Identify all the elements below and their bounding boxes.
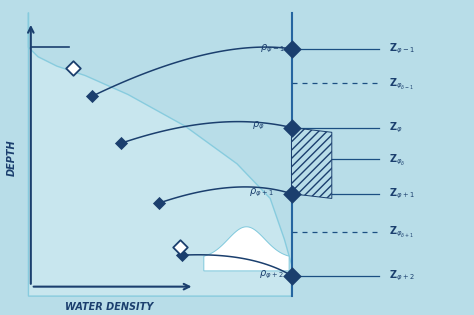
Point: [89, 94, 96, 99]
Text: $\mathbf{Z}_{\varphi+1}$: $\mathbf{Z}_{\varphi+1}$: [389, 186, 414, 201]
Text: $\rho_{\varphi+1}$: $\rho_{\varphi+1}$: [249, 186, 274, 199]
Polygon shape: [292, 128, 332, 198]
Text: $\mathbf{Z}_{\varphi_{\delta-1}}$: $\mathbf{Z}_{\varphi_{\delta-1}}$: [389, 76, 414, 91]
Text: $\rho_{\varphi+2}$: $\rho_{\varphi+2}$: [259, 268, 283, 281]
Text: $\mathbf{Z}_{\varphi_{\delta}}$: $\mathbf{Z}_{\varphi_{\delta}}$: [389, 152, 405, 167]
Text: $\rho_{\varphi}$: $\rho_{\varphi}$: [252, 120, 264, 132]
Text: $\mathbf{Z}_{\varphi-1}$: $\mathbf{Z}_{\varphi-1}$: [389, 42, 414, 56]
Point: [288, 191, 295, 196]
Point: [70, 65, 77, 70]
Point: [288, 125, 295, 130]
Point: [288, 273, 295, 278]
Point: [288, 46, 295, 51]
Point: [155, 201, 163, 206]
Text: $\mathbf{Z}_{\varphi_{\delta+1}}$: $\mathbf{Z}_{\varphi_{\delta+1}}$: [389, 224, 414, 239]
Point: [117, 141, 125, 146]
Point: [176, 245, 184, 250]
Polygon shape: [204, 227, 289, 271]
Text: $\mathbf{Z}_{\varphi+2}$: $\mathbf{Z}_{\varphi+2}$: [389, 268, 414, 283]
Polygon shape: [28, 13, 292, 296]
Text: $\mathbf{Z}_{\varphi}$: $\mathbf{Z}_{\varphi}$: [389, 120, 402, 135]
Text: $\rho_{\varphi-1}$: $\rho_{\varphi-1}$: [260, 43, 284, 55]
Text: DEPTH: DEPTH: [7, 139, 17, 176]
Point: [179, 253, 186, 258]
Text: WATER DENSITY: WATER DENSITY: [65, 302, 153, 312]
